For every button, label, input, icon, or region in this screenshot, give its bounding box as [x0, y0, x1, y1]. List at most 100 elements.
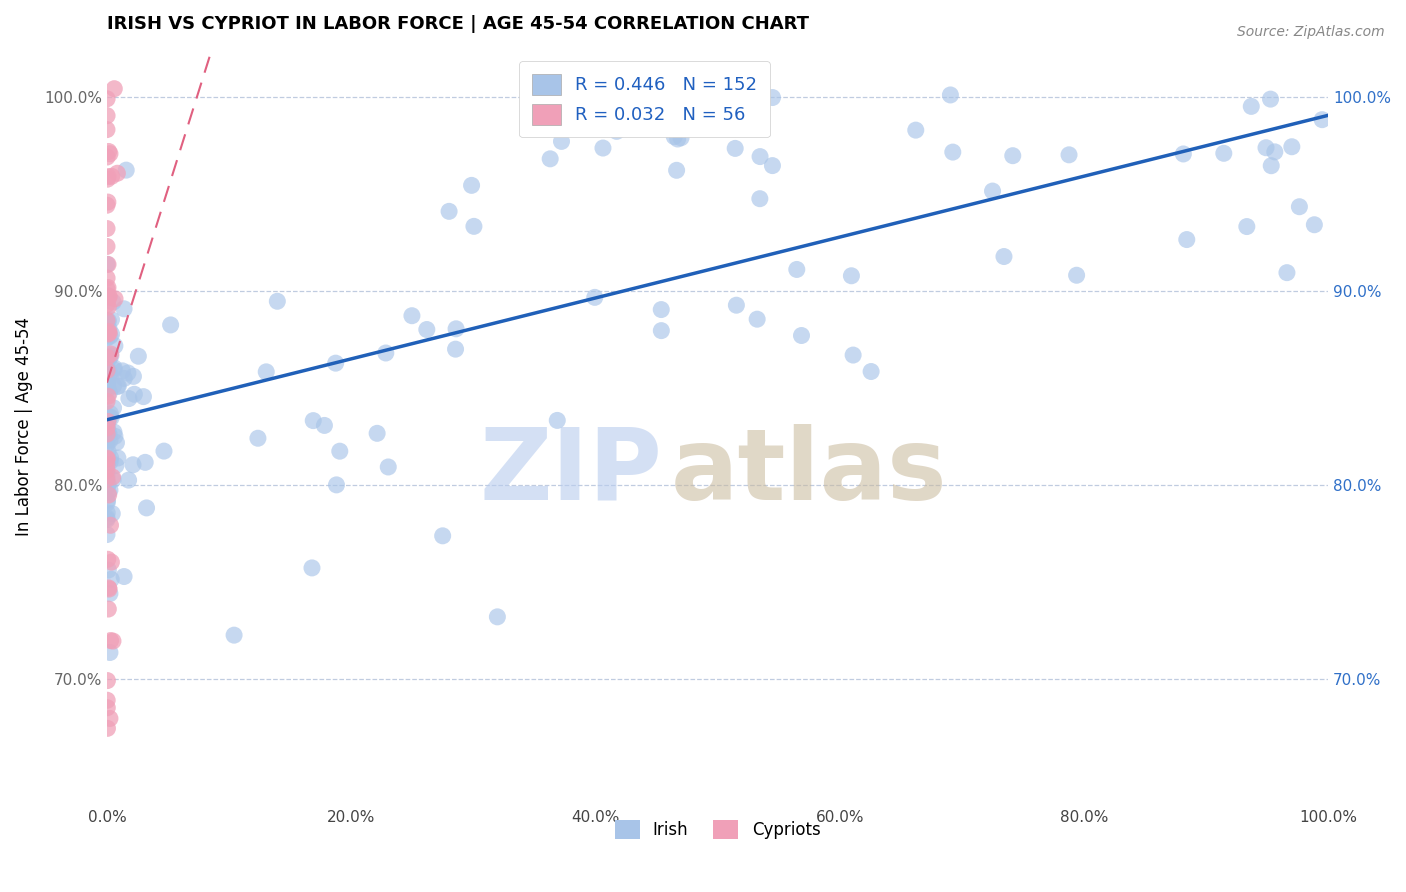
Point: [103, 401, 125, 415]
Legend: Irish, Cypriots: Irish, Cypriots: [607, 814, 827, 846]
Point: [103, 360, 125, 375]
Point: [222, 628, 245, 642]
Point: [98, 326, 121, 340]
Text: IRISH VS CYPRIOT IN LABOR FORCE | AGE 45-54 CORRELATION CHART: IRISH VS CYPRIOT IN LABOR FORCE | AGE 45…: [107, 15, 808, 33]
Point: [993, 250, 1015, 264]
Point: [366, 426, 388, 441]
Point: [96, 282, 118, 296]
Point: [100, 169, 122, 184]
Point: [98, 434, 121, 448]
Point: [1303, 218, 1326, 232]
Point: [96, 92, 118, 106]
Point: [97, 444, 120, 458]
Point: [96, 271, 118, 285]
Point: [96, 421, 118, 435]
Point: [96, 527, 118, 541]
Point: [97, 427, 120, 442]
Point: [96, 437, 118, 451]
Point: [105, 166, 128, 180]
Point: [132, 390, 155, 404]
Point: [100, 555, 122, 569]
Point: [96, 506, 118, 520]
Point: [97, 367, 120, 381]
Point: [650, 324, 672, 338]
Point: [107, 379, 129, 393]
Point: [96, 172, 118, 186]
Point: [98, 146, 121, 161]
Point: [96, 467, 118, 482]
Point: [97, 327, 120, 342]
Point: [134, 455, 156, 469]
Point: [112, 371, 135, 385]
Point: [103, 362, 125, 376]
Point: [96, 109, 118, 123]
Point: [101, 470, 124, 484]
Y-axis label: In Labor Force | Age 45-54: In Labor Force | Age 45-54: [15, 318, 32, 536]
Point: [100, 572, 122, 586]
Point: [254, 365, 277, 379]
Point: [97, 280, 120, 294]
Point: [860, 364, 883, 378]
Point: [96, 122, 118, 136]
Point: [96, 257, 118, 271]
Point: [583, 290, 606, 304]
Point: [104, 292, 127, 306]
Point: [374, 346, 396, 360]
Point: [96, 493, 118, 508]
Point: [98, 385, 121, 400]
Point: [98, 329, 121, 343]
Point: [97, 195, 120, 210]
Point: [103, 81, 125, 95]
Point: [97, 376, 120, 391]
Point: [96, 457, 118, 471]
Point: [665, 163, 688, 178]
Point: [100, 349, 122, 363]
Point: [444, 322, 467, 336]
Point: [96, 511, 118, 525]
Point: [97, 552, 120, 566]
Point: [124, 387, 146, 401]
Point: [103, 378, 125, 392]
Point: [605, 103, 627, 118]
Point: [107, 450, 129, 465]
Point: [246, 431, 269, 445]
Point: [98, 427, 121, 442]
Point: [942, 145, 965, 160]
Point: [104, 339, 127, 353]
Point: [98, 455, 121, 469]
Point: [96, 359, 118, 373]
Point: [463, 219, 485, 234]
Point: [538, 152, 561, 166]
Point: [96, 693, 118, 707]
Point: [97, 257, 120, 271]
Point: [329, 444, 352, 458]
Point: [96, 512, 118, 526]
Point: [101, 634, 124, 648]
Point: [444, 342, 467, 356]
Point: [749, 150, 772, 164]
Point: [96, 463, 118, 477]
Point: [96, 331, 118, 345]
Point: [153, 444, 176, 458]
Point: [105, 435, 128, 450]
Point: [98, 646, 121, 660]
Point: [96, 418, 118, 433]
Point: [96, 673, 118, 688]
Point: [1240, 99, 1263, 113]
Point: [96, 427, 118, 442]
Point: [1254, 141, 1277, 155]
Point: [96, 451, 118, 466]
Point: [97, 563, 120, 577]
Point: [301, 561, 323, 575]
Point: [664, 129, 686, 144]
Point: [98, 351, 121, 365]
Point: [104, 429, 127, 443]
Point: [432, 529, 454, 543]
Point: [97, 314, 120, 328]
Point: [98, 409, 121, 424]
Point: [101, 473, 124, 487]
Point: [100, 518, 122, 533]
Point: [100, 347, 122, 361]
Point: [100, 327, 122, 342]
Point: [96, 472, 118, 486]
